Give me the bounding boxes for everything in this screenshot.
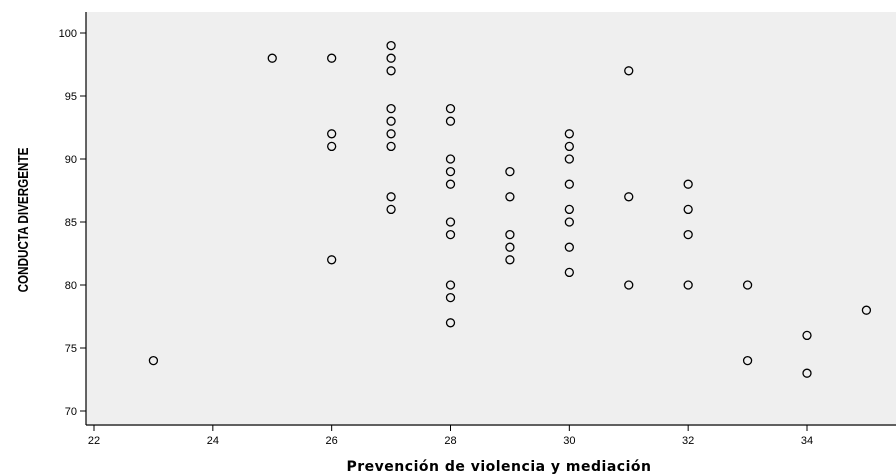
x-axis-title: Prevención de violencia y mediación	[347, 459, 652, 475]
data-points	[148, 40, 872, 378]
data-point	[445, 103, 456, 114]
x-axis-ticks: 22 24 26 28 30 32 34	[88, 425, 813, 447]
x-tick-label: 30	[563, 435, 575, 447]
data-point	[564, 179, 574, 189]
data-point	[327, 129, 337, 139]
data-point	[445, 318, 456, 328]
data-point	[564, 204, 574, 215]
y-tick-label: 90	[65, 154, 77, 166]
data-point	[386, 204, 396, 215]
data-point	[386, 141, 396, 152]
data-point	[445, 116, 456, 126]
data-point	[564, 141, 574, 152]
data-point	[683, 204, 693, 215]
data-point	[327, 141, 337, 152]
data-point	[683, 229, 693, 240]
data-point	[327, 255, 337, 265]
data-point	[742, 280, 753, 290]
data-point	[386, 53, 396, 63]
x-tick-label: 26	[326, 435, 338, 447]
y-tick-label: 100	[59, 28, 77, 40]
data-point	[505, 166, 515, 177]
data-point	[386, 66, 396, 76]
data-point	[624, 66, 634, 76]
y-axis-ticks: 70 75 80 85 90 95 100	[59, 28, 86, 418]
data-point	[445, 217, 456, 227]
data-point	[445, 154, 456, 164]
data-point	[445, 229, 456, 240]
data-point	[445, 166, 456, 177]
x-tick-label: 22	[88, 435, 100, 447]
y-tick-label: 70	[65, 406, 77, 418]
y-tick-label: 85	[65, 217, 77, 229]
data-point	[861, 305, 872, 315]
x-tick-label: 32	[682, 435, 694, 447]
data-point	[564, 267, 574, 278]
data-point	[624, 192, 634, 202]
data-point	[445, 179, 456, 189]
x-tick-label: 28	[444, 435, 456, 447]
plot-background	[86, 12, 896, 424]
x-tick-label: 34	[801, 435, 813, 447]
data-point	[683, 280, 693, 290]
data-point	[505, 255, 515, 265]
y-axis-title: CONDUCTA DIVERGENTE	[15, 148, 32, 293]
data-point	[683, 179, 693, 189]
data-point	[267, 53, 277, 63]
data-point	[505, 229, 515, 240]
data-point	[505, 242, 515, 252]
data-point	[386, 116, 396, 126]
data-point	[564, 129, 574, 139]
data-point	[564, 217, 574, 227]
data-point	[802, 368, 812, 378]
y-tick-label: 95	[65, 91, 77, 103]
data-point	[505, 192, 515, 202]
data-point	[802, 330, 812, 341]
data-point	[386, 103, 396, 114]
data-point	[148, 355, 159, 366]
data-point	[386, 40, 396, 51]
y-tick-label: 80	[65, 280, 77, 292]
data-point	[742, 355, 753, 366]
data-point	[445, 280, 456, 290]
data-point	[327, 53, 337, 63]
data-point	[624, 280, 634, 290]
x-tick-label: 24	[207, 435, 219, 447]
data-point	[386, 129, 396, 139]
y-tick-label: 75	[65, 343, 77, 355]
data-point	[386, 192, 396, 202]
data-point	[564, 154, 574, 164]
data-point	[564, 242, 574, 252]
data-point	[445, 292, 456, 303]
